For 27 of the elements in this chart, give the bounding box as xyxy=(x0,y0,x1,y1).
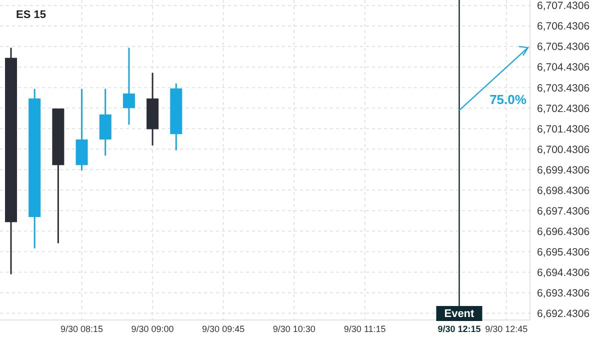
y-tick-label: 6,694.4306 xyxy=(537,266,590,279)
ref-line-label: Event xyxy=(444,308,475,320)
y-tick-label: 6,705.4306 xyxy=(537,41,590,54)
y-tick-label: 6,703.4306 xyxy=(537,82,590,94)
x-tick-label: 9/30 10:30 xyxy=(272,324,316,334)
y-tick-label: 6,704.4306 xyxy=(537,62,590,74)
y-tick-label: 6,698.4306 xyxy=(537,184,590,197)
x-tick-label: 9/30 11:15 xyxy=(344,324,386,334)
y-tick-label: 6,692.4306 xyxy=(537,308,590,320)
x-tick-label: 9/30 12:45 xyxy=(485,324,528,334)
y-tick-label: 6,707.4306 xyxy=(537,0,590,12)
x-tick-label: 9/30 09:00 xyxy=(131,324,174,334)
y-tick-label: 6,696.4306 xyxy=(537,226,590,238)
y-tick-label: 6,702.4306 xyxy=(537,102,590,115)
text: ES 15 xyxy=(16,9,46,21)
y-tick-label: 6,699.4306 xyxy=(537,164,590,176)
y-tick-label: 6,695.4306 xyxy=(537,246,590,258)
y-tick-label: 6,693.4306 xyxy=(537,287,590,300)
y-tick-label: 6,701.4306 xyxy=(537,123,590,136)
y-tick-label: 6,697.4306 xyxy=(537,205,590,218)
y-tick-label: 6,706.4306 xyxy=(537,20,590,33)
y-tick-label: 6,700.4306 xyxy=(537,144,590,156)
annotation: 75.0% xyxy=(490,92,527,107)
x-tick-label: 9/30 09:45 xyxy=(202,324,245,334)
candlestick xyxy=(122,47,135,126)
x-tick-label: 9/30 08:15 xyxy=(60,324,104,334)
x-tick-label: 9/30 12:15 xyxy=(438,324,481,334)
